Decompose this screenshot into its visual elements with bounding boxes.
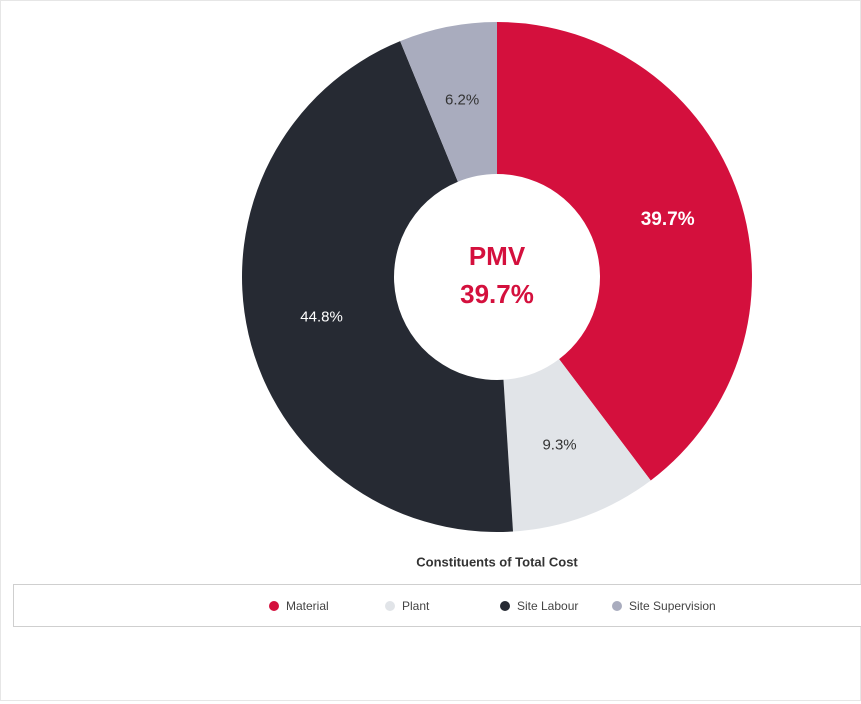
chart-title: Constituents of Total Cost [416,554,578,569]
legend-box [13,584,861,627]
legend-marker [612,601,622,611]
legend-label: Plant [402,599,430,613]
legend-label: Material [286,599,329,613]
legend-marker [269,601,279,611]
data-label: 9.3% [542,437,576,454]
legend-marker [385,601,395,611]
slices [241,22,753,532]
data-label: 44.8% [300,308,343,325]
data-label: 39.7% [641,209,695,230]
legend-label: Site Labour [517,599,578,613]
slice [497,22,753,481]
slice [400,22,497,182]
slice [503,359,651,532]
center-title: PMV [469,241,526,271]
slice [241,41,514,532]
center-value: 39.7% [460,279,534,309]
legend-marker [500,601,510,611]
data-label: 6.2% [445,91,479,108]
legend-label: Site Supervision [629,599,716,613]
